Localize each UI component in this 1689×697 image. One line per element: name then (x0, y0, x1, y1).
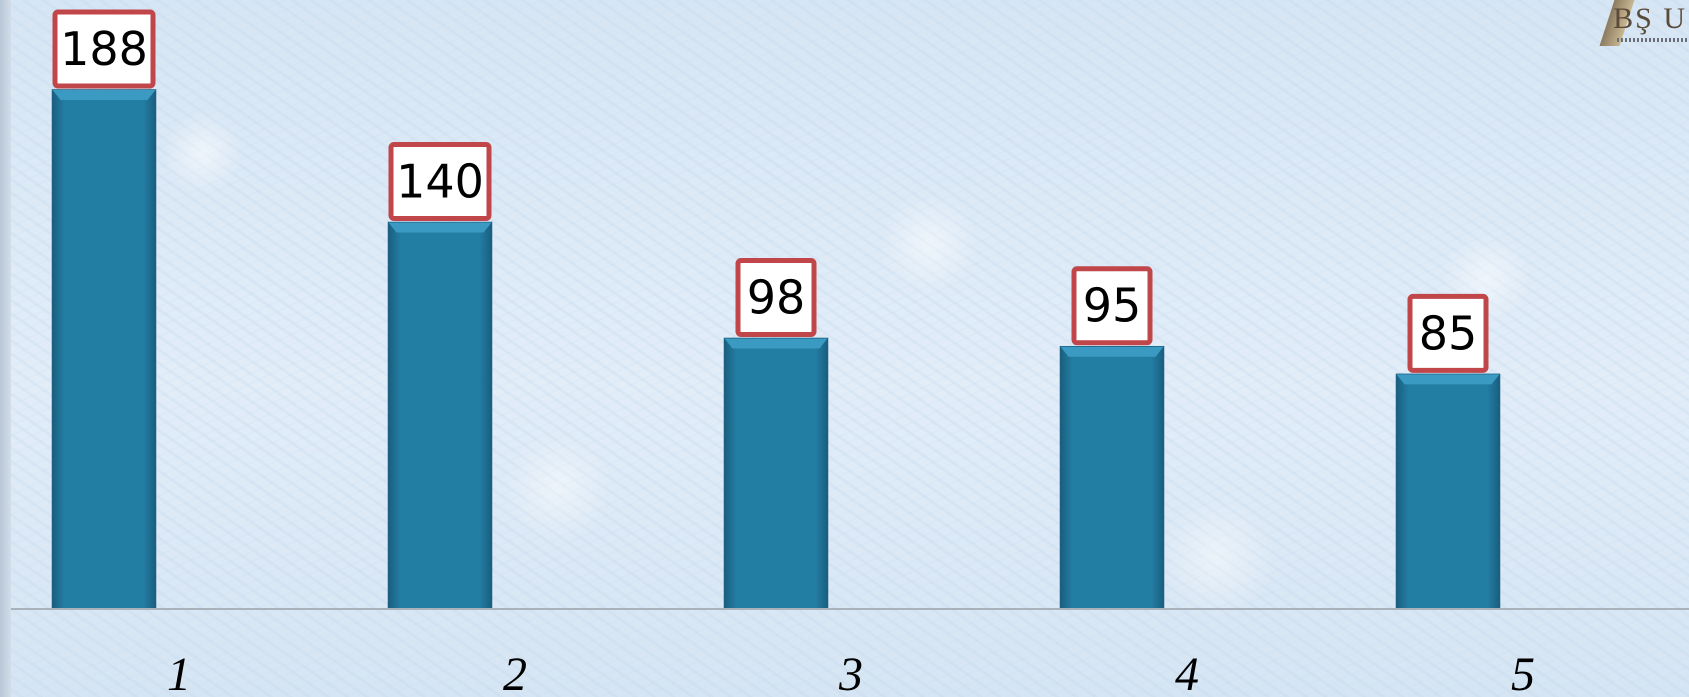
x-tick-label-1: 1 (167, 648, 191, 697)
x-tick-label-2: 2 (503, 648, 527, 697)
logo-fine-print (1617, 38, 1687, 42)
data-label-box-4 (1071, 266, 1153, 346)
data-label-box-3 (735, 257, 817, 337)
x-tick-label-3: 3 (838, 648, 863, 697)
bar-bevel-3 (724, 338, 828, 349)
bar-4 (1059, 345, 1165, 610)
bar-1 (51, 89, 157, 610)
bar-bevel-4 (1060, 346, 1164, 357)
data-label-2: 140 (396, 155, 484, 209)
data-label-3: 98 (747, 270, 806, 324)
data-label-1: 188 (60, 22, 148, 76)
x-tick-label-4: 4 (1175, 648, 1199, 697)
bar-bevel-5 (1396, 374, 1500, 385)
bars-layer (51, 89, 1501, 610)
logo: BŞ U (1593, 0, 1689, 48)
bar-bevel-1 (52, 90, 156, 100)
bar-2 (387, 221, 493, 610)
data-label-box-1 (52, 9, 156, 89)
data-label-4: 95 (1083, 279, 1142, 333)
x-tick-label-5: 5 (1511, 648, 1535, 697)
bar-3 (723, 337, 829, 610)
data-label-box-5 (1407, 293, 1489, 373)
data-label-box-2 (388, 142, 492, 222)
slide-left-edge (0, 0, 11, 697)
data-labels-layer: 188 140 98 95 85 (52, 9, 1489, 373)
bar-bevel-2 (388, 222, 492, 233)
x-tick-labels-layer: 1 2 3 4 5 (167, 648, 1535, 697)
bar-5 (1395, 373, 1501, 610)
logo-text: BŞ U (1613, 2, 1687, 35)
data-label-5: 85 (1419, 306, 1478, 360)
